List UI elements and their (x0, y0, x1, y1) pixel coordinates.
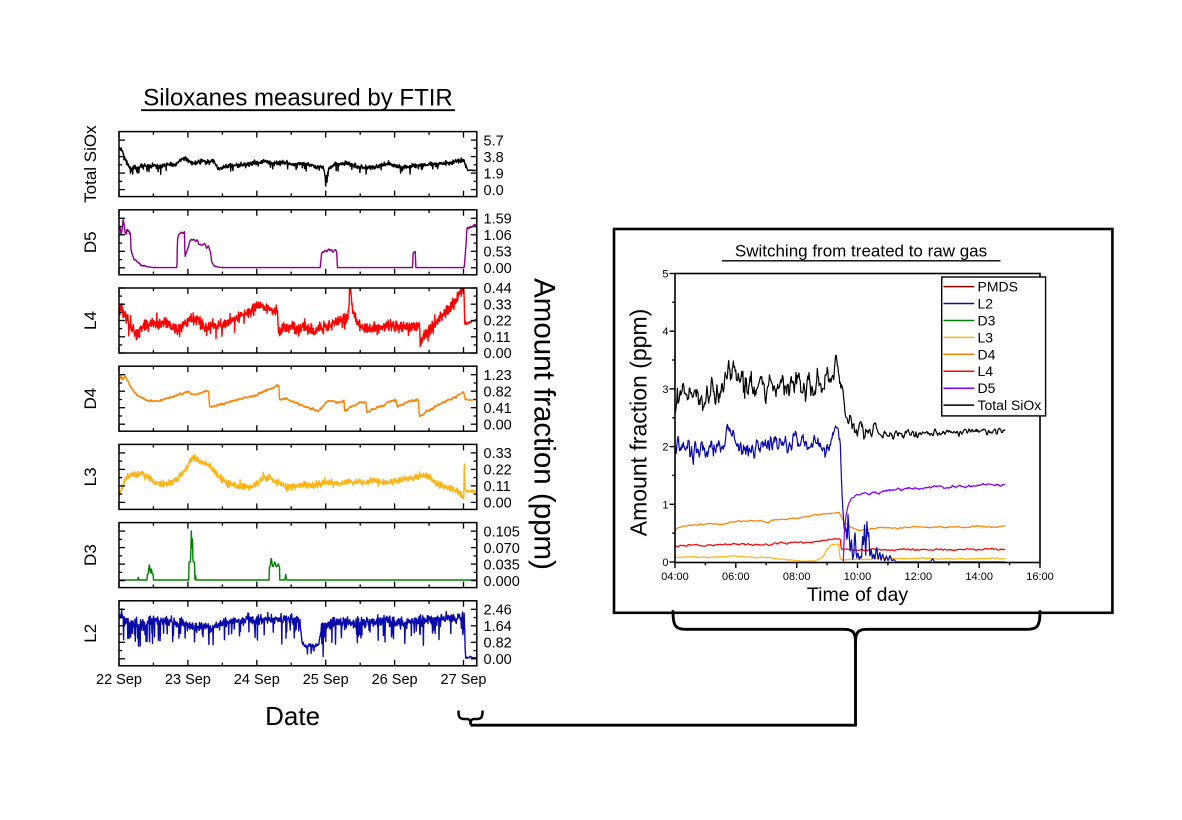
svg-text:0.0: 0.0 (484, 183, 504, 199)
svg-text:0.82: 0.82 (484, 384, 512, 400)
svg-text:0.000: 0.000 (484, 574, 520, 590)
svg-text:Date: Date (265, 701, 320, 731)
svg-text:Total SiOx: Total SiOx (81, 125, 100, 203)
svg-text:0.11: 0.11 (484, 330, 511, 346)
svg-text:L3: L3 (81, 467, 100, 486)
svg-text:10:00: 10:00 (844, 571, 872, 583)
svg-text:L4: L4 (81, 311, 100, 330)
svg-text:3.8: 3.8 (484, 150, 504, 166)
svg-text:5.7: 5.7 (484, 133, 504, 149)
svg-text:0.00: 0.00 (484, 346, 512, 362)
svg-text:0: 0 (662, 557, 668, 569)
svg-text:Amount fraction (ppm): Amount fraction (ppm) (528, 278, 561, 570)
svg-text:D4: D4 (978, 346, 996, 362)
svg-text:1: 1 (662, 499, 668, 511)
svg-text:D3: D3 (81, 544, 100, 566)
svg-text:D4: D4 (81, 388, 100, 410)
svg-text:4: 4 (662, 326, 668, 338)
svg-text:1.06: 1.06 (484, 228, 512, 244)
svg-text:06:00: 06:00 (722, 571, 750, 583)
svg-text:04:00: 04:00 (661, 571, 689, 583)
svg-text:0.070: 0.070 (484, 541, 520, 557)
svg-text:0.035: 0.035 (484, 557, 520, 573)
svg-text:1.59: 1.59 (484, 212, 512, 228)
svg-text:Total SiOx: Total SiOx (978, 397, 1042, 413)
svg-text:L4: L4 (978, 363, 994, 379)
svg-text:D5: D5 (978, 380, 996, 396)
svg-text:0.00: 0.00 (484, 496, 512, 512)
svg-text:Siloxanes measured by FTIR: Siloxanes measured by FTIR (143, 85, 452, 112)
svg-text:22 Sep: 22 Sep (96, 672, 142, 688)
svg-text:08:00: 08:00 (783, 571, 811, 583)
svg-text:24 Sep: 24 Sep (234, 672, 280, 688)
svg-text:1.23: 1.23 (484, 368, 512, 384)
svg-text:0.105: 0.105 (484, 524, 520, 540)
svg-text:PMDS: PMDS (978, 279, 1018, 295)
svg-text:5: 5 (662, 269, 668, 281)
svg-text:2.46: 2.46 (484, 603, 512, 619)
svg-text:0.33: 0.33 (484, 297, 512, 313)
svg-text:L2: L2 (978, 296, 994, 312)
svg-text:0.82: 0.82 (484, 636, 512, 652)
svg-text:Amount fraction (ppm): Amount fraction (ppm) (626, 309, 652, 537)
svg-text:12:00: 12:00 (905, 571, 933, 583)
svg-text:0.22: 0.22 (484, 463, 512, 479)
svg-text:D5: D5 (81, 231, 100, 253)
svg-text:Switching from treated to raw: Switching from treated to raw gas (735, 242, 987, 261)
svg-text:27 Sep: 27 Sep (441, 672, 487, 688)
svg-text:0.00: 0.00 (484, 417, 512, 433)
svg-text:16:00: 16:00 (1026, 571, 1054, 583)
svg-text:0.22: 0.22 (484, 314, 512, 330)
svg-text:1.9: 1.9 (484, 166, 504, 182)
svg-text:Time of day: Time of day (807, 584, 908, 606)
svg-text:0.11: 0.11 (484, 479, 511, 495)
svg-text:0.44: 0.44 (484, 281, 512, 297)
svg-text:1.64: 1.64 (484, 619, 512, 635)
svg-text:2: 2 (662, 442, 668, 454)
svg-text:L2: L2 (81, 624, 100, 643)
svg-text:3: 3 (662, 384, 668, 396)
svg-text:23 Sep: 23 Sep (165, 672, 211, 688)
svg-text:0.00: 0.00 (484, 261, 512, 277)
svg-text:0.41: 0.41 (484, 401, 512, 417)
svg-text:D3: D3 (978, 313, 996, 329)
svg-text:26 Sep: 26 Sep (372, 672, 418, 688)
svg-text:L3: L3 (978, 329, 994, 345)
svg-text:0.33: 0.33 (484, 446, 512, 462)
svg-text:0.00: 0.00 (484, 652, 512, 668)
svg-text:25 Sep: 25 Sep (303, 672, 349, 688)
svg-text:0.53: 0.53 (484, 245, 512, 261)
svg-text:14:00: 14:00 (965, 571, 993, 583)
